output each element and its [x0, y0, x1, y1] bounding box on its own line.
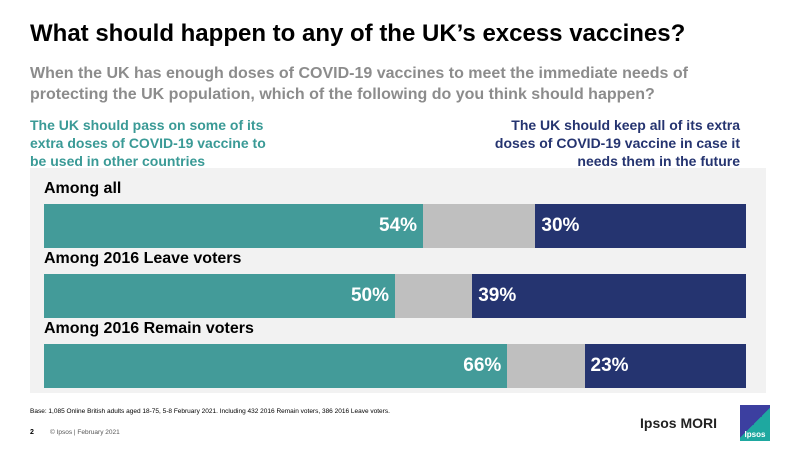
brand-name: Ipsos MORI: [640, 415, 718, 431]
stacked-bar: 66% 23%: [44, 344, 746, 388]
neither-segment: [507, 344, 585, 388]
stacked-bar: 50% 39%: [44, 274, 746, 318]
copyright: © Ipsos | February 2021: [50, 429, 120, 436]
data-label: 50%: [350, 285, 389, 306]
data-label: 66%: [463, 355, 502, 376]
keep-segment: 23%: [584, 344, 746, 388]
page-title: What should happen to any of the UK’s ex…: [30, 20, 686, 47]
base-note: Base: 1,085 Online British adults aged 1…: [30, 408, 390, 415]
neither-segment: [423, 204, 536, 248]
chart-panel: Among all 54% 30% Among 2016 Leave voters 50…: [30, 168, 766, 393]
category-label: Among 2016 Leave voters: [44, 250, 242, 267]
neither-segment: [395, 274, 473, 318]
keep-segment: 39%: [472, 274, 746, 318]
data-label: 54%: [379, 215, 418, 236]
data-label: 23%: [590, 355, 629, 376]
pass-on-segment: 54%: [44, 204, 424, 248]
logo-text: Ipsos: [744, 430, 766, 439]
stacked-bar: 54% 30%: [44, 204, 746, 248]
data-label: 30%: [541, 215, 580, 236]
data-label: 39%: [478, 285, 517, 306]
legend-pass-on: The UK should pass on some of its extra …: [30, 117, 266, 169]
category-label: Among 2016 Remain voters: [44, 320, 254, 337]
pass-on-segment: 50%: [44, 274, 395, 318]
category-label: Among all: [44, 180, 122, 197]
pass-on-segment: 66%: [44, 344, 508, 388]
keep-segment: 30%: [535, 204, 746, 248]
question-subtitle: When the UK has enough doses of COVID-19…: [30, 65, 688, 103]
legend-keep: The UK should keep all of its extra dose…: [494, 117, 740, 169]
page-number: 2: [30, 429, 34, 436]
ipsos-logo: Ipsos: [740, 405, 770, 441]
